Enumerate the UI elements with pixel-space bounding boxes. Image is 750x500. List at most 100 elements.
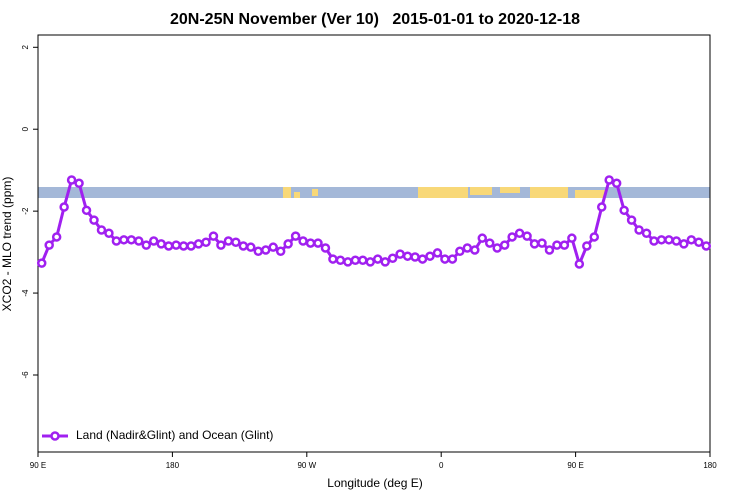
point <box>470 245 480 255</box>
point <box>410 252 420 262</box>
point <box>440 254 450 264</box>
point <box>104 228 114 239</box>
x-tick-label: 90 E <box>567 461 583 470</box>
point <box>679 239 689 249</box>
point <box>208 231 219 241</box>
land-patch <box>294 192 300 198</box>
point <box>417 254 428 264</box>
x-tick-label: 180 <box>166 461 180 470</box>
y-tick-label: -6 <box>21 371 30 379</box>
point <box>641 228 652 239</box>
point <box>626 215 637 225</box>
point <box>447 254 458 264</box>
point <box>328 254 338 264</box>
point <box>380 257 390 267</box>
point <box>343 257 353 267</box>
point <box>432 248 443 258</box>
point <box>223 236 234 246</box>
point <box>298 236 308 246</box>
point <box>36 258 47 268</box>
point <box>193 239 204 249</box>
point <box>59 202 69 212</box>
chart-title: 20N-25N November (Ver 10) 2015-01-01 to … <box>170 11 580 28</box>
legend-marker <box>50 431 60 441</box>
land-patch <box>418 187 468 198</box>
point <box>350 255 361 266</box>
point <box>574 259 585 269</box>
point <box>664 235 674 245</box>
point <box>402 251 413 261</box>
point <box>231 237 241 248</box>
point <box>111 236 122 246</box>
x-tick-label: 90 E <box>30 461 46 470</box>
point <box>582 241 592 251</box>
point <box>178 241 189 251</box>
x-tick-label: 0 <box>439 461 444 470</box>
land-patch <box>530 187 568 198</box>
point <box>544 245 555 255</box>
point <box>358 255 368 266</box>
point <box>66 175 77 185</box>
point <box>283 239 293 249</box>
point <box>455 246 465 257</box>
point <box>559 240 570 250</box>
point <box>484 238 495 248</box>
point <box>492 243 502 253</box>
point <box>365 257 376 267</box>
point <box>619 205 629 216</box>
point <box>634 225 644 235</box>
point <box>395 249 405 259</box>
point <box>253 246 264 257</box>
land-ocean-strip <box>38 187 710 198</box>
point <box>51 232 62 242</box>
point <box>567 233 577 243</box>
point <box>216 240 226 250</box>
point <box>596 202 607 212</box>
point <box>89 215 99 225</box>
point <box>134 236 144 246</box>
point <box>589 232 600 242</box>
point <box>163 241 174 251</box>
x-tick-label: 180 <box>703 461 717 470</box>
point <box>686 235 697 245</box>
point <box>126 235 137 245</box>
y-tick-label: 2 <box>21 45 30 50</box>
point <box>201 237 211 248</box>
legend: Land (Nadir&Glint) and Ocean (Glint) <box>42 428 273 442</box>
y-tick-label: -4 <box>21 289 30 297</box>
ocean-band <box>38 187 710 198</box>
point <box>96 225 107 235</box>
point <box>171 240 181 250</box>
point <box>148 236 159 246</box>
point <box>275 246 286 257</box>
point <box>656 235 667 245</box>
point <box>701 241 712 251</box>
point <box>335 255 346 266</box>
point <box>260 245 271 255</box>
land-patch <box>470 187 492 195</box>
point <box>514 228 525 239</box>
point <box>268 242 278 252</box>
point <box>462 243 473 253</box>
point <box>74 178 84 189</box>
point <box>246 242 256 252</box>
land-patch <box>283 187 291 198</box>
y-tick-label: 0 <box>21 126 30 131</box>
point <box>649 236 659 246</box>
point <box>529 239 540 249</box>
point <box>499 240 510 250</box>
point <box>425 251 435 261</box>
x-axis-label: Longitude (deg E) <box>327 476 422 490</box>
legend-label: Land (Nadir&Glint) and Ocean (Glint) <box>76 428 273 442</box>
point <box>537 238 547 248</box>
y-tick-label: -2 <box>21 207 30 215</box>
point <box>290 231 301 241</box>
point <box>552 240 562 250</box>
point <box>44 240 54 250</box>
point <box>119 235 129 245</box>
land-patch <box>575 190 605 198</box>
point <box>611 178 622 189</box>
land-patch <box>312 189 318 196</box>
point <box>81 205 92 216</box>
